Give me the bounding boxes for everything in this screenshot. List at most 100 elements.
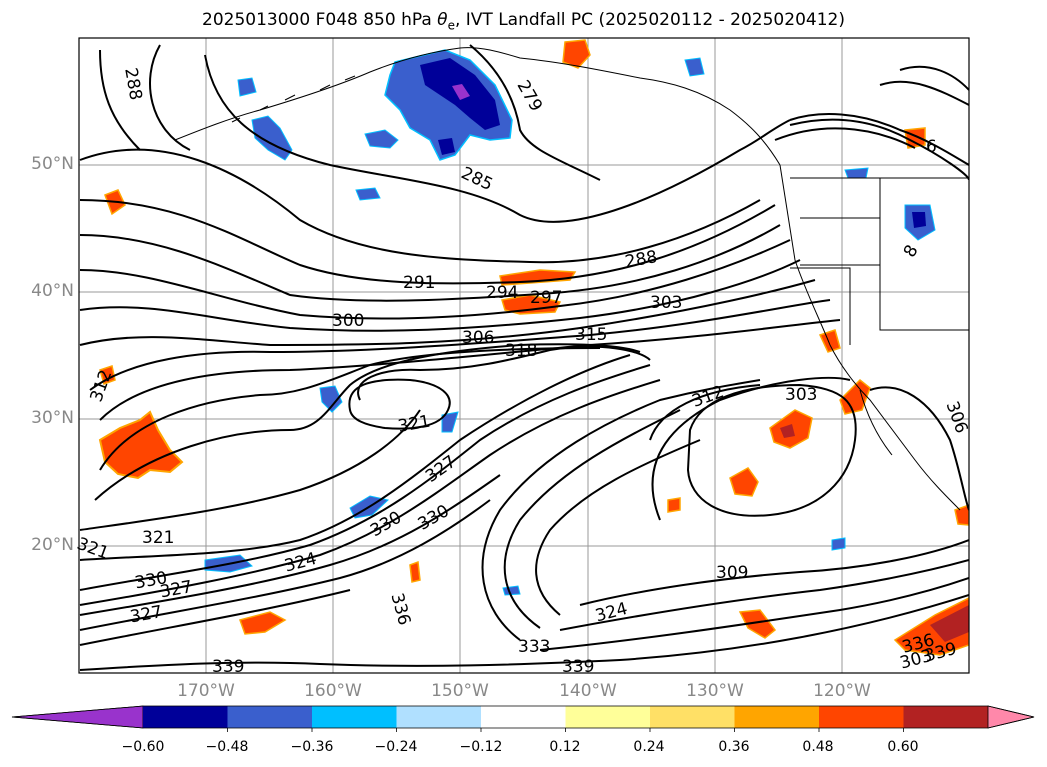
contour-288a <box>149 44 191 151</box>
lon-label-140w: 140°W <box>559 681 617 701</box>
colorbar-tick-label: 0.12 <box>549 739 581 755</box>
colorbar-tick-label: −0.60 <box>121 739 165 755</box>
shade-small-blue-14 <box>844 167 869 179</box>
contour-321-loop <box>348 378 451 430</box>
contour-324-east <box>559 559 969 631</box>
shade-small-blue-7 <box>441 411 459 433</box>
shade-orange-3 <box>562 39 591 69</box>
shade-gulf-alaska-purple <box>452 84 470 100</box>
coastline-islands <box>231 75 356 123</box>
contour-label: 300 <box>332 311 364 331</box>
lat-label-40n: 40°N <box>31 281 74 301</box>
colorbar-tick-label: −0.24 <box>374 739 418 755</box>
border-state-3 <box>790 267 851 345</box>
contour-coast-3 <box>774 127 916 149</box>
shade-small-blue-3 <box>364 129 399 149</box>
colorbar-segment <box>396 706 481 728</box>
contour-312-east-b <box>651 376 851 521</box>
colorbar-segment <box>650 706 735 728</box>
shade-orange-10 <box>239 611 287 635</box>
colorbar-tick-label: −0.48 <box>205 739 249 755</box>
colorbar-tick-label: 0.48 <box>802 739 834 755</box>
colorbar-segment <box>143 706 228 728</box>
contour-label: 318 <box>505 341 537 361</box>
shade-orange-11 <box>738 609 777 639</box>
contour-306 <box>89 299 831 391</box>
colorbar <box>11 705 1035 732</box>
contour-label: 306 <box>462 328 494 348</box>
colorbar-segment <box>227 706 312 728</box>
coastlines <box>174 47 969 511</box>
colorbar-tick-label: −0.12 <box>459 739 503 755</box>
lon-label-120w: 120°W <box>813 681 871 701</box>
contour-coast-1 <box>789 113 969 166</box>
contour-312 <box>99 347 601 471</box>
contour-label: 297 <box>530 288 562 308</box>
coastline-na-west <box>779 164 961 511</box>
colorbar-tick-label: 0.60 <box>887 739 919 755</box>
lat-label-50n: 50°N <box>31 154 74 174</box>
contour-300 <box>79 259 801 332</box>
shade-hawaii-west-orange <box>98 410 184 480</box>
colorbar-segment <box>819 706 904 728</box>
contour-339b <box>79 594 969 671</box>
contour-label: 6 <box>926 137 937 157</box>
lon-label-150w: 150°W <box>431 681 489 701</box>
contour-330 <box>79 379 661 606</box>
shade-small-blue-12 <box>831 537 846 551</box>
contour-309 <box>99 319 841 421</box>
contour-327 <box>79 364 651 591</box>
contour-318 <box>357 345 651 401</box>
map-frame <box>78 37 970 674</box>
contour-label: 303 <box>785 385 817 405</box>
contour-topright-2 <box>879 80 969 106</box>
colorbar-segment <box>481 706 566 728</box>
lon-label-130w: 130°W <box>686 681 744 701</box>
lon-label-160w: 160°W <box>304 681 362 701</box>
theta-e-contours <box>79 44 969 671</box>
coastline-baja <box>859 389 893 456</box>
colorbar-outline <box>11 705 1035 729</box>
contour-333-east <box>539 577 969 651</box>
contour-336 <box>79 499 491 631</box>
contour-label: 333 <box>518 637 550 657</box>
contour-333 <box>79 474 501 616</box>
colorbar-segment <box>565 706 650 728</box>
contour-297 <box>79 239 791 320</box>
contour-label: 315 <box>575 325 607 345</box>
shade-small-blue-11 <box>912 212 926 228</box>
contour-315 <box>94 343 641 501</box>
shade-small-blue-6 <box>319 385 343 413</box>
colorbar-segment <box>903 706 988 728</box>
contour-topright <box>899 65 969 91</box>
lat-label-30n: 30°N <box>31 408 74 428</box>
shade-orange-15 <box>409 560 421 583</box>
shade-orange-13 <box>818 329 841 353</box>
contour-label: 339 <box>212 657 244 677</box>
colorbar-extend-left <box>11 705 144 729</box>
shade-orange-17 <box>99 365 116 385</box>
colorbar-extend-right <box>987 705 1035 729</box>
shade-orange-14 <box>667 497 681 513</box>
contour-306-east <box>869 386 969 511</box>
border-state-2 <box>879 178 969 331</box>
contour-279 <box>469 44 601 181</box>
contour-label: 303 <box>650 293 682 313</box>
lon-label-170w: 170°W <box>177 681 235 701</box>
shade-orange-8 <box>839 378 871 415</box>
contour-291 <box>79 199 776 285</box>
colorbar-tick-label: −0.36 <box>290 739 334 755</box>
contour-coast-2 <box>789 118 969 181</box>
shade-small-blue-13 <box>502 585 521 596</box>
contour-label: 294 <box>486 283 518 303</box>
contour-339 <box>79 589 351 646</box>
shade-gulf-alaska-blue <box>384 49 513 161</box>
colorbar-segment <box>734 706 819 728</box>
colorbar-tick-label: 0.36 <box>718 739 750 755</box>
contour-312-east <box>649 384 761 441</box>
colorbar-tick-label: 0.24 <box>633 739 665 755</box>
contour-288b <box>79 148 761 264</box>
shade-small-blue-4 <box>355 187 381 201</box>
contour-labels: 288 279 285 288 291 294 297 303 300 306 … <box>74 66 971 677</box>
